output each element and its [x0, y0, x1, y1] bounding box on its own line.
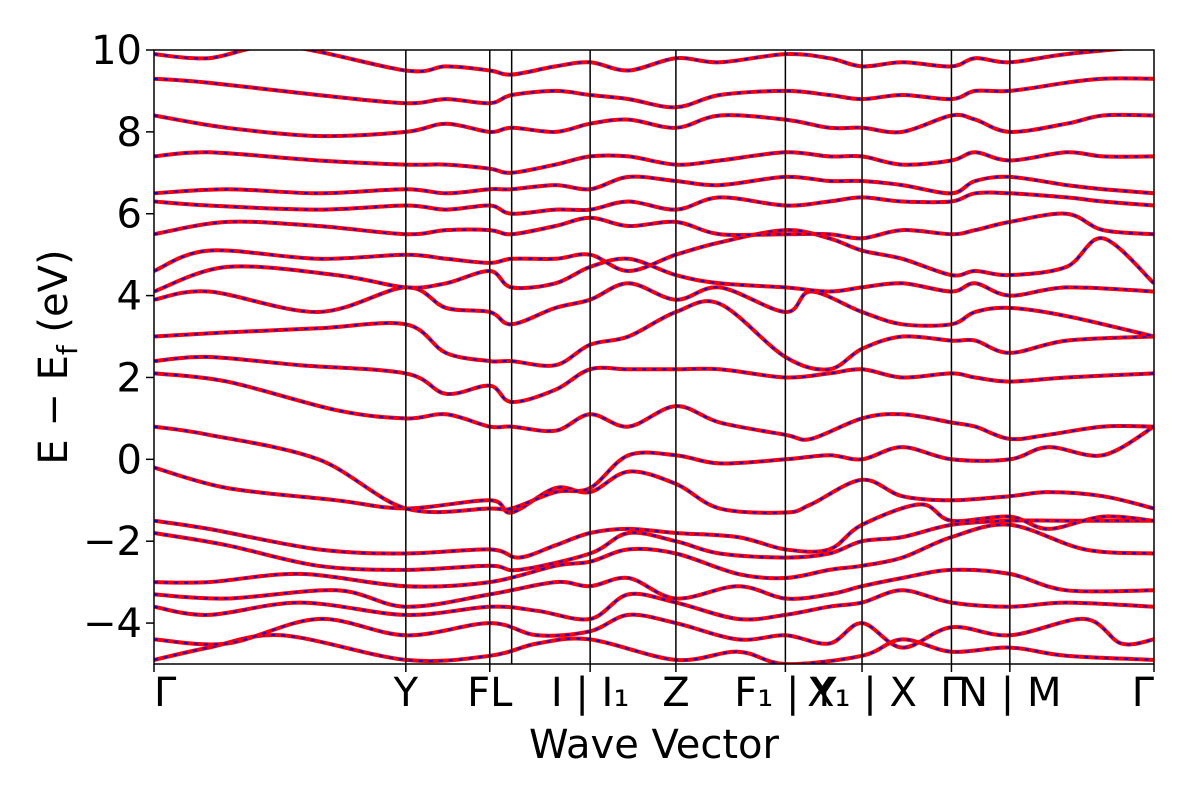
band-15-line [154, 228, 1154, 285]
band-19-line [154, 150, 1154, 175]
y-tick-label-6: 6 [117, 192, 142, 238]
x-tick-label-1: Γ [154, 670, 177, 716]
y-tick-label-5: 4 [117, 274, 142, 320]
x-tick-label-3: FL [467, 670, 513, 716]
band-17-line [154, 190, 1154, 216]
y-axis-title: E − Ef (eV) [31, 249, 84, 464]
band-18-dashed-line [154, 175, 1154, 195]
band-11-line [154, 354, 1154, 405]
band-4-dashed-line [154, 568, 1154, 608]
band-14-dashed-line [154, 257, 1154, 297]
x-tick-label-7: X₁ | X [807, 670, 917, 716]
band-7-dashed-line [154, 503, 1154, 559]
band-8-line [154, 465, 1154, 515]
y-tick-label-4: 2 [117, 355, 142, 401]
x-tick-label-8: Γ [940, 670, 963, 716]
kpoint-dividers [405, 50, 1011, 664]
band-10-dashed-line [154, 372, 1154, 441]
band-16-dashed-line [154, 212, 1154, 240]
band-9-dashed-line [154, 425, 1154, 514]
band-3-line [154, 588, 1154, 622]
x-tick-label-10: Γ [1132, 670, 1155, 716]
x-tick-label-9: N | M [958, 670, 1061, 716]
band-20-line [154, 112, 1154, 139]
x-tick-label-5: Z [662, 670, 689, 716]
x-tick-label-2: Y [393, 670, 419, 716]
band-lines [154, 50, 1154, 664]
plot-frame [153, 49, 1155, 665]
x-tick-label-4: I | I₁ [551, 670, 630, 716]
y-tick-label-1: −4 [83, 601, 142, 647]
y-tick-label-8: 10 [91, 28, 142, 74]
band-5-line [154, 522, 1154, 589]
y-tick-label-2: −2 [83, 519, 142, 565]
band-2-line [154, 612, 1154, 650]
x-axis-title: Wave Vector [529, 722, 780, 768]
y-tick-label-3: 0 [117, 437, 142, 483]
band-8-dashed-line [154, 466, 1154, 514]
band-1-line [154, 633, 1154, 664]
band-6-dashed-line [154, 519, 1154, 572]
band-1-dashed-line [154, 634, 1154, 664]
y-tick-label-7: 8 [117, 110, 142, 156]
x-tick-label-6: F₁ | Y [734, 670, 837, 716]
y-axis-ticks: −4 −2 0 2 4 6 8 10 [83, 28, 154, 647]
